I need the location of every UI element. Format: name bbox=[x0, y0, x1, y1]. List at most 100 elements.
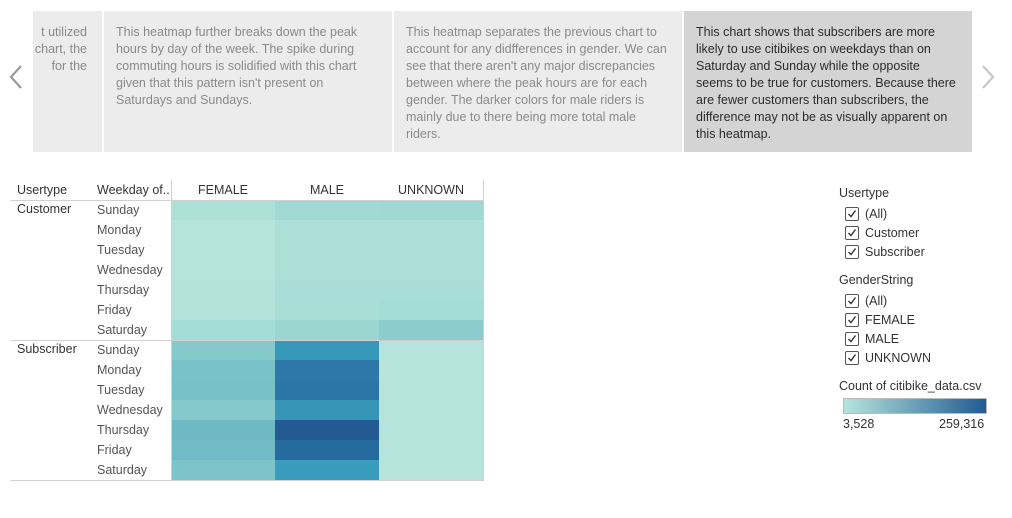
story-point-1-line: for the bbox=[51, 59, 87, 73]
heatmap-cell[interactable] bbox=[275, 400, 379, 420]
column-divider bbox=[483, 180, 484, 480]
gender-filter-option[interactable]: MALE bbox=[839, 329, 999, 348]
group-label-subscriber: Subscriber bbox=[17, 342, 77, 356]
story-point-2[interactable]: This heatmap further breaks down the pea… bbox=[104, 11, 392, 152]
header-divider bbox=[11, 200, 484, 201]
heatmap-cell[interactable] bbox=[171, 420, 275, 440]
gender-filter-option-label: (All) bbox=[865, 293, 888, 308]
heatmap-cell[interactable] bbox=[379, 400, 483, 420]
story-point-4-active[interactable]: This chart shows that subscribers are mo… bbox=[684, 11, 972, 152]
story-point-1[interactable]: t utilized chart, the for the bbox=[33, 11, 102, 152]
heatmap-cell[interactable] bbox=[379, 220, 483, 240]
heatmap-cell[interactable] bbox=[275, 320, 379, 340]
row-label-customer-wednesday: Wednesday bbox=[97, 263, 163, 277]
story-point-3-text: This heatmap separates the previous char… bbox=[406, 25, 667, 141]
story-point-2-text: This heatmap further breaks down the pea… bbox=[116, 25, 358, 107]
bottom-divider bbox=[11, 480, 484, 481]
story-point-1-line: chart, the bbox=[34, 42, 87, 56]
checkbox-checked-icon[interactable] bbox=[845, 293, 859, 308]
header-unknown: UNKNOWN bbox=[398, 183, 464, 197]
gender-filter-option[interactable]: (All) bbox=[839, 291, 999, 310]
heatmap-cell[interactable] bbox=[275, 380, 379, 400]
gender-filter-option[interactable]: FEMALE bbox=[839, 310, 999, 329]
heatmap-cell[interactable] bbox=[379, 380, 483, 400]
heatmap-cell[interactable] bbox=[171, 360, 275, 380]
row-label-customer-tuesday: Tuesday bbox=[97, 243, 145, 257]
row-label-customer-saturday: Saturday bbox=[97, 323, 148, 337]
heatmap-cell[interactable] bbox=[379, 280, 483, 300]
story-navigator: t utilized chart, the for the This heatm… bbox=[33, 11, 972, 152]
heatmap-cell[interactable] bbox=[379, 460, 483, 480]
next-story-point-button[interactable] bbox=[978, 62, 998, 92]
heatmap-cell[interactable] bbox=[171, 380, 275, 400]
heatmap-cell[interactable] bbox=[379, 360, 483, 380]
checkbox-checked-icon[interactable] bbox=[845, 225, 859, 240]
gender-filter-option-label: FEMALE bbox=[865, 312, 916, 327]
heatmap-cell[interactable] bbox=[171, 260, 275, 280]
checkbox-checked-icon[interactable] bbox=[845, 206, 859, 221]
heatmap-cell[interactable] bbox=[379, 320, 483, 340]
heatmap-cell[interactable] bbox=[275, 460, 379, 480]
heatmap-cell[interactable] bbox=[171, 280, 275, 300]
checkbox-checked-icon[interactable] bbox=[845, 331, 859, 346]
group-label-customer: Customer bbox=[17, 202, 72, 216]
row-label-subscriber-monday: Monday bbox=[97, 363, 142, 377]
heatmap-cell[interactable] bbox=[379, 440, 483, 460]
row-label-subscriber-tuesday: Tuesday bbox=[97, 383, 145, 397]
heatmap-cell[interactable] bbox=[379, 420, 483, 440]
heatmap-cell[interactable] bbox=[379, 300, 483, 320]
heatmap-cell[interactable] bbox=[171, 460, 275, 480]
heatmap-cell[interactable] bbox=[275, 220, 379, 240]
heatmap-cell[interactable] bbox=[275, 340, 379, 360]
heatmap-cell[interactable] bbox=[171, 220, 275, 240]
color-ramp bbox=[843, 398, 987, 414]
row-label-customer-friday: Friday bbox=[97, 303, 132, 317]
row-label-customer-thursday: Thursday bbox=[97, 283, 150, 297]
heatmap-cell[interactable] bbox=[171, 440, 275, 460]
row-label-subscriber-saturday: Saturday bbox=[97, 463, 148, 477]
row-label-subscriber-wednesday: Wednesday bbox=[97, 403, 163, 417]
heatmap-cell[interactable] bbox=[171, 240, 275, 260]
heatmap-cell[interactable] bbox=[171, 300, 275, 320]
heatmap-cell[interactable] bbox=[171, 200, 275, 220]
heatmap-cell[interactable] bbox=[275, 440, 379, 460]
group-divider bbox=[11, 340, 484, 341]
heatmap-cell[interactable] bbox=[171, 340, 275, 360]
story-point-3[interactable]: This heatmap separates the previous char… bbox=[394, 11, 682, 152]
header-usertype: Usertype bbox=[17, 183, 68, 197]
heatmap-cell[interactable] bbox=[171, 400, 275, 420]
heatmap-cell[interactable] bbox=[275, 260, 379, 280]
gender-filter-option[interactable]: UNKNOWN bbox=[839, 348, 999, 367]
heatmap-cell[interactable] bbox=[275, 200, 379, 220]
color-legend-max: 259,316 bbox=[939, 417, 985, 431]
chevron-right-icon bbox=[982, 65, 995, 89]
chevron-left-icon bbox=[9, 65, 22, 89]
heatmap-cell[interactable] bbox=[171, 320, 275, 340]
story-point-4-text: This chart shows that subscribers are mo… bbox=[696, 25, 956, 141]
gender-filter-title: GenderString bbox=[839, 273, 914, 287]
heatmap-cell[interactable] bbox=[379, 200, 483, 220]
checkbox-checked-icon[interactable] bbox=[845, 350, 859, 365]
row-label-subscriber-friday: Friday bbox=[97, 443, 132, 457]
previous-story-point-button[interactable] bbox=[6, 62, 26, 92]
heatmap-cell[interactable] bbox=[275, 300, 379, 320]
usertype-filter-option[interactable]: Customer bbox=[839, 223, 999, 242]
legend-panel: Usertype (All) Customer Subscriber GenderS… bbox=[839, 184, 999, 435]
heatmap-cell[interactable] bbox=[379, 340, 483, 360]
heatmap-cell[interactable] bbox=[275, 240, 379, 260]
checkbox-checked-icon[interactable] bbox=[845, 244, 859, 259]
gender-filter-option-label: MALE bbox=[865, 331, 900, 346]
usertype-filter-option[interactable]: Subscriber bbox=[839, 242, 999, 261]
row-label-subscriber-sunday: Sunday bbox=[97, 343, 140, 357]
usertype-filter-title: Usertype bbox=[839, 186, 890, 200]
usertype-filter-option[interactable]: (All) bbox=[839, 204, 999, 223]
color-legend-min: 3,528 bbox=[843, 417, 875, 431]
heatmap-cell[interactable] bbox=[379, 240, 483, 260]
heatmap-cell[interactable] bbox=[379, 260, 483, 280]
heatmap-cell[interactable] bbox=[275, 420, 379, 440]
heatmap-cell[interactable] bbox=[275, 360, 379, 380]
row-label-subscriber-thursday: Thursday bbox=[97, 423, 150, 437]
heatmap-cell[interactable] bbox=[275, 280, 379, 300]
row-label-customer-monday: Monday bbox=[97, 223, 142, 237]
checkbox-checked-icon[interactable] bbox=[845, 312, 859, 327]
